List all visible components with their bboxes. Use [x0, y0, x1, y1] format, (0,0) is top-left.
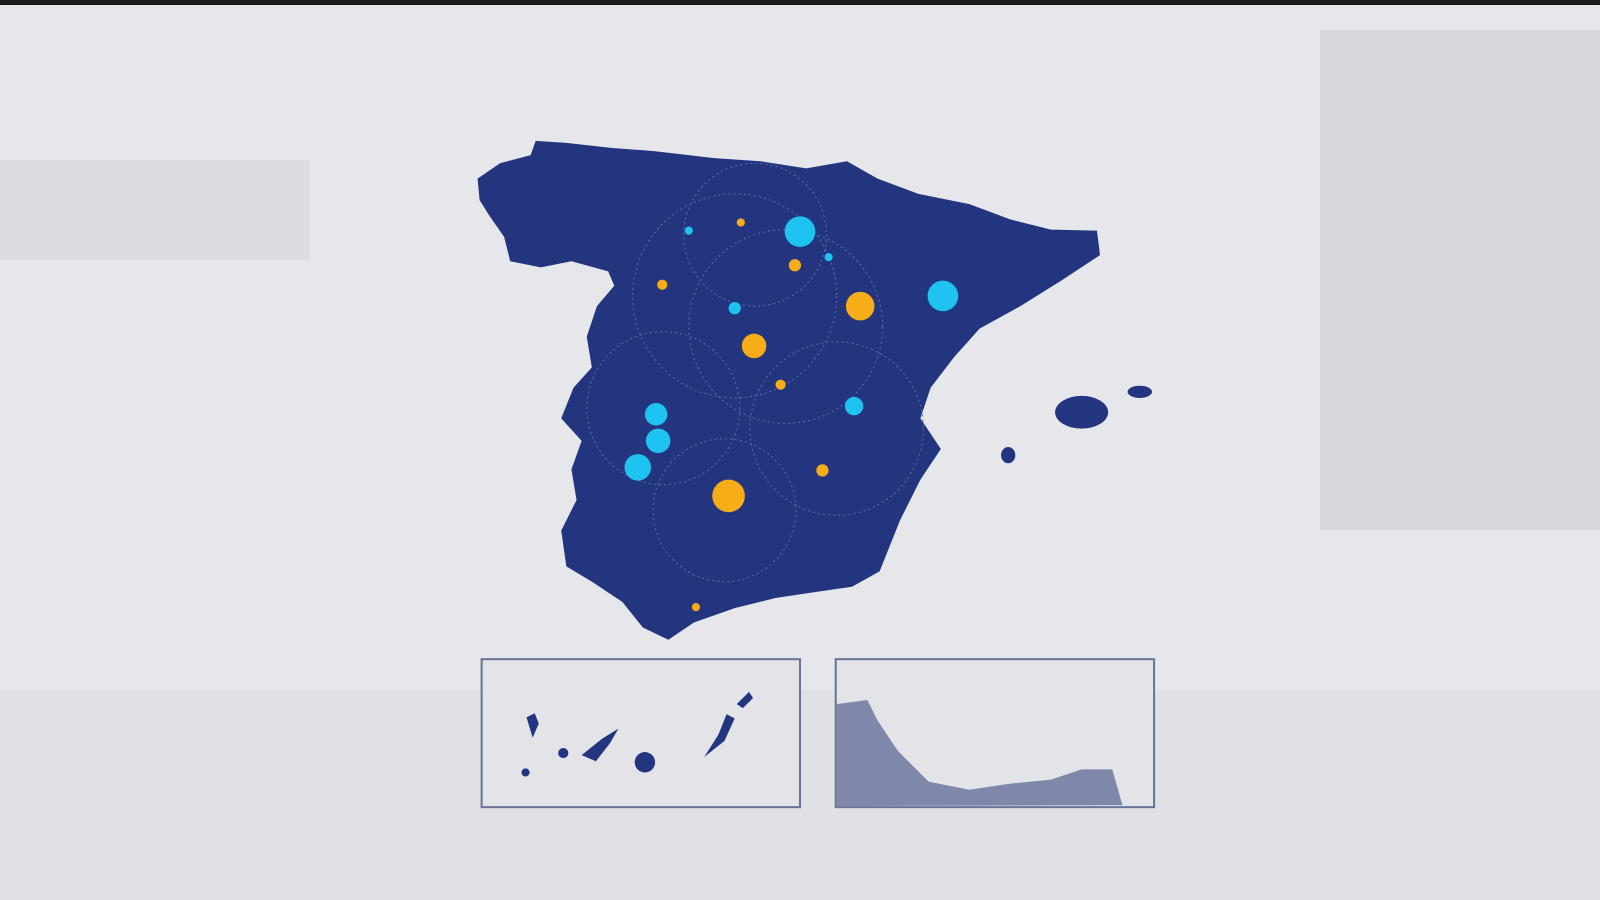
network-ring: [632, 193, 838, 399]
mallorca: [1055, 395, 1109, 429]
network-ring: [749, 341, 924, 516]
orange-marker: [712, 479, 745, 513]
cyan-marker: [824, 253, 833, 262]
orange-marker: [816, 464, 829, 477]
cyan-marker: [645, 428, 671, 454]
network-ring: [652, 438, 797, 583]
cyan-marker: [684, 226, 693, 235]
orange-marker: [775, 379, 786, 390]
cyan-marker: [624, 454, 652, 481]
la-palma: [526, 713, 539, 738]
orange-marker: [657, 279, 668, 290]
network-ring: [586, 331, 741, 486]
cyan-marker: [784, 216, 816, 247]
background-panel-left: [0, 160, 310, 260]
el-hierro: [521, 768, 530, 777]
inset-ceuta-melilla: [834, 658, 1156, 809]
inset-canary-islands: [480, 658, 802, 809]
cyan-marker: [644, 403, 668, 426]
gran-canaria: [634, 752, 656, 773]
cyan-marker: [927, 280, 959, 312]
menorca: [1127, 385, 1153, 398]
la-gomera: [558, 747, 569, 759]
orange-marker: [741, 333, 767, 359]
mainland-spain: [477, 140, 1153, 640]
tenerife: [581, 728, 619, 762]
top-bar: [0, 0, 1600, 5]
ibiza: [1001, 446, 1016, 464]
orange-marker: [788, 259, 802, 272]
orange-marker: [691, 603, 700, 612]
cyan-marker: [728, 302, 741, 315]
orange-marker: [736, 218, 745, 227]
orange-marker: [845, 291, 875, 321]
city-markers: [624, 216, 959, 612]
background-panel-right: [1320, 30, 1600, 530]
cyan-marker: [844, 396, 864, 416]
spain-shape: [477, 140, 1100, 640]
network-ring: [683, 162, 828, 307]
fuerteventura: [704, 714, 735, 758]
lanzarote: [736, 691, 754, 709]
